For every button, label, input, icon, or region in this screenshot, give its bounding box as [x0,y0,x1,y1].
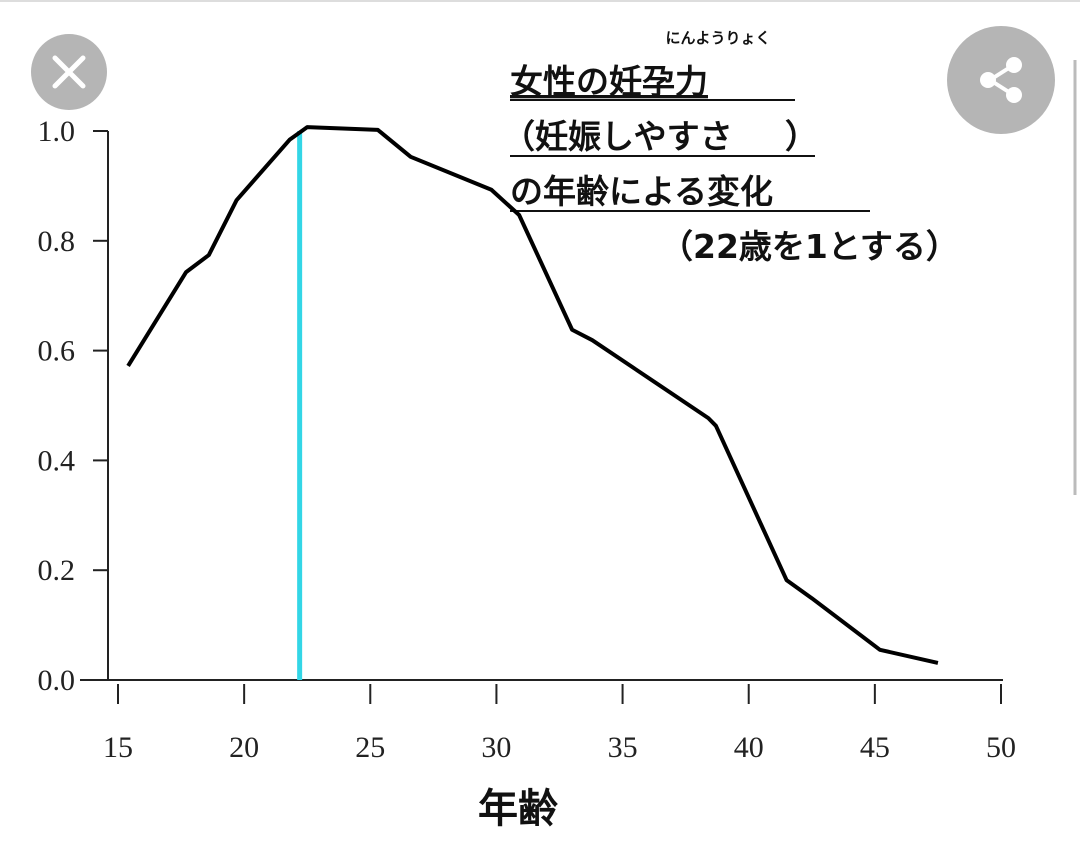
x-tick-label: 50 [986,731,1016,764]
paren: ） [785,117,818,156]
y-tick-label: 1.0 [38,115,76,148]
y-tick-label: 0.0 [38,664,76,697]
ruby: にんようりょく [665,29,770,47]
x-axis-label: 年齢 [478,786,558,832]
share-bg[interactable] [947,26,1055,134]
y-tick-label: 0.8 [38,225,76,258]
close-icon[interactable] [52,55,86,89]
share-dot[interactable] [1006,57,1022,73]
x-tick-label: 40 [734,731,764,764]
y-tick-label: 0.4 [38,444,76,477]
x-tick-label: 15 [103,731,133,764]
title: 女性の妊孕力 [510,62,708,101]
x-tick-label: 45 [860,731,890,764]
y-tick-label: 0.2 [38,554,76,587]
x-tick-label: 35 [608,731,638,764]
x-tick-label: 30 [481,731,511,764]
paren: （ [502,117,535,156]
close-button[interactable] [31,34,107,110]
x-tick-label: 25 [355,731,385,764]
title-line3: の年齢による変化 [510,172,773,211]
note: （22歳を1とする） [660,227,959,266]
share-dot[interactable] [1006,87,1022,103]
x-tick-label: 20 [229,731,259,764]
subtitle: 妊娠しやすさ [535,117,733,156]
share-button[interactable] [947,26,1055,134]
line [126,125,939,665]
share-dot[interactable] [980,72,996,88]
y-tick-label: 0.6 [38,335,76,368]
